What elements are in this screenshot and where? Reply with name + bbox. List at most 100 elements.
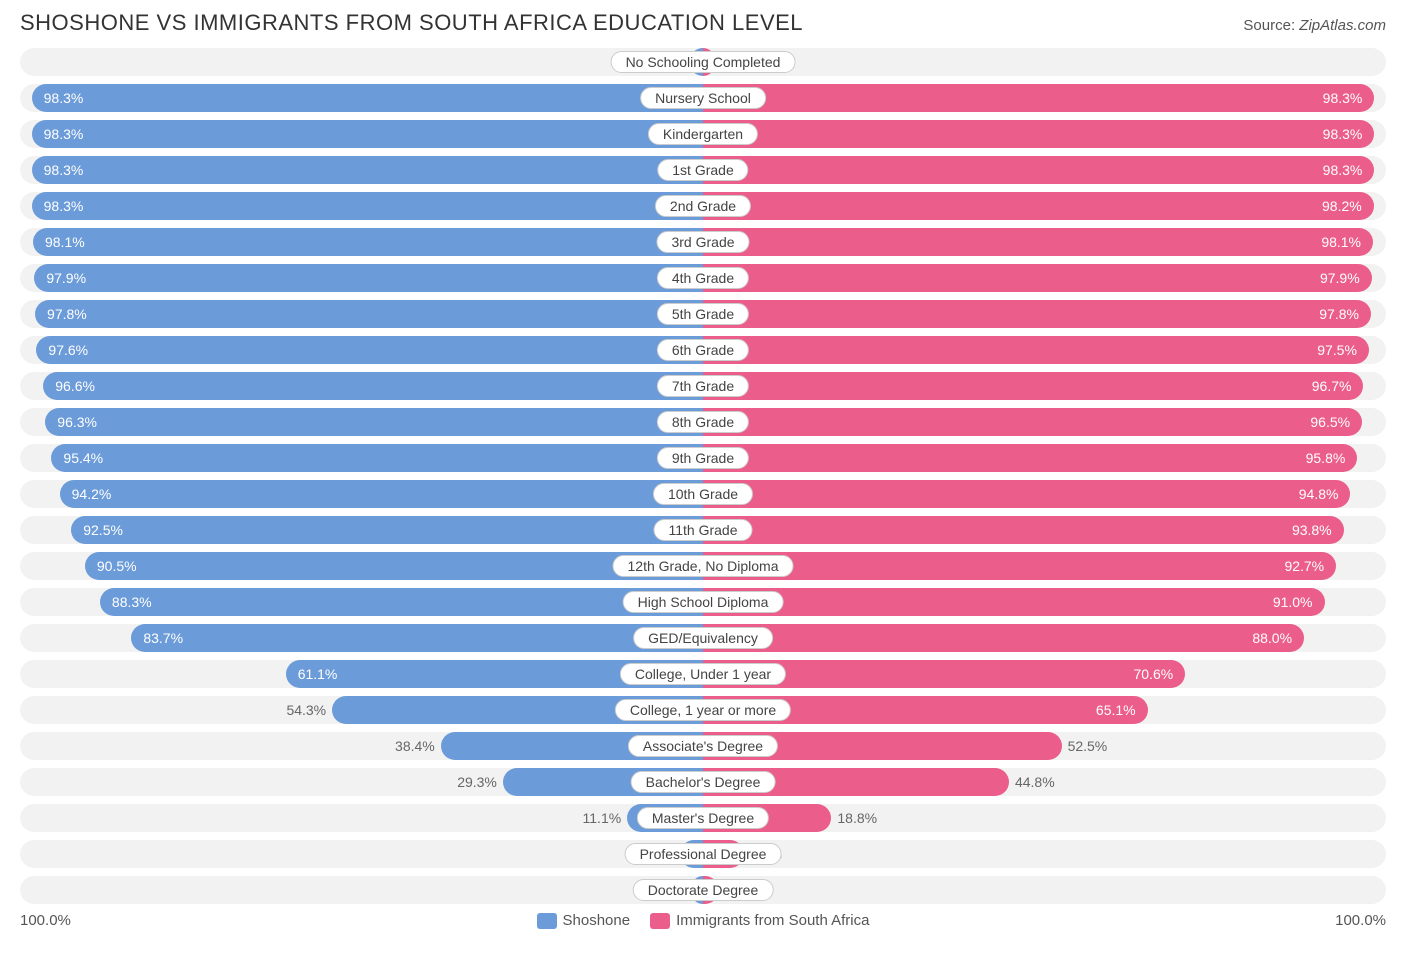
category-label: College, Under 1 year	[620, 663, 786, 685]
bar-right: 98.3%	[703, 120, 1374, 148]
category-label: 4th Grade	[657, 267, 749, 289]
bar-value-right: 98.3%	[1323, 162, 1363, 178]
bar-value-right: 91.0%	[1273, 594, 1313, 610]
bar-value-right: 98.3%	[1323, 126, 1363, 142]
bar-right: 97.5%	[703, 336, 1369, 364]
bar-value-right: 95.8%	[1306, 450, 1346, 466]
category-label: No Schooling Completed	[611, 51, 796, 73]
bar-left: 92.5%	[71, 516, 703, 544]
category-label: 9th Grade	[657, 447, 749, 469]
bar-value-left: 94.2%	[72, 486, 112, 502]
chart-row: 98.3% 98.3% 1st Grade	[20, 156, 1386, 184]
bar-left: 97.8%	[35, 300, 703, 328]
bar-right: 93.8%	[703, 516, 1344, 544]
bar-value-right: 88.0%	[1252, 630, 1292, 646]
category-label: Doctorate Degree	[633, 879, 774, 901]
bar-value-left: 83.7%	[143, 630, 183, 646]
chart-row: 90.5%92.7%12th Grade, No Diploma	[20, 552, 1386, 580]
bar-left: 96.6%	[43, 372, 703, 400]
bar-value-left: 97.6%	[48, 342, 88, 358]
bar-value-right: 98.2%	[1322, 198, 1362, 214]
bar-value-right: 92.7%	[1284, 558, 1324, 574]
bar-value-right: 98.1%	[1321, 234, 1361, 250]
chart-row: 98.3% 98.2% 2nd Grade	[20, 192, 1386, 220]
chart-row: 83.7% 88.0% GED/Equivalency	[20, 624, 1386, 652]
category-label: 5th Grade	[657, 303, 749, 325]
chart-row: 94.2% 94.8% 10th Grade	[20, 480, 1386, 508]
chart-row: 92.5% 93.8% 11th Grade	[20, 516, 1386, 544]
bar-left: 97.9%	[34, 264, 703, 292]
chart-row: 98.3% 98.3% Kindergarten	[20, 120, 1386, 148]
bar-value-right: 93.8%	[1292, 522, 1332, 538]
category-label: Associate's Degree	[628, 735, 778, 757]
chart-row: 61.1% 70.6% College, Under 1 year	[20, 660, 1386, 688]
bar-left: 98.3%	[32, 192, 703, 220]
category-label: 10th Grade	[653, 483, 753, 505]
bar-value-right: 96.5%	[1310, 414, 1350, 430]
bar-value-left: 29.3%	[457, 774, 497, 790]
category-label: Master's Degree	[637, 807, 769, 829]
bar-value-right: 96.7%	[1312, 378, 1352, 394]
bar-value-left: 61.1%	[298, 666, 338, 682]
bar-value-right: 98.3%	[1323, 90, 1363, 106]
bar-right: 95.8%	[703, 444, 1357, 472]
bar-value-left: 98.3%	[44, 162, 84, 178]
bar-left: 96.3%	[45, 408, 703, 436]
chart-row: 2.0%1.7%No Schooling Completed	[20, 48, 1386, 76]
bar-left: 90.5%	[85, 552, 703, 580]
bar-value-left: 11.1%	[583, 810, 622, 826]
bar-value-right: 65.1%	[1096, 702, 1136, 718]
category-label: 6th Grade	[657, 339, 749, 361]
bar-left: 94.2%	[60, 480, 703, 508]
chart-row: 98.1%98.1%3rd Grade	[20, 228, 1386, 256]
chart-row: 98.3%98.3%Nursery School	[20, 84, 1386, 112]
bar-value-right: 70.6%	[1133, 666, 1173, 682]
education-diverging-chart: 2.0%1.7%No Schooling Completed98.3%98.3%…	[20, 48, 1386, 904]
category-label: 8th Grade	[657, 411, 749, 433]
bar-left: 83.7%	[131, 624, 703, 652]
bar-value-left: 97.8%	[47, 306, 87, 322]
category-label: 2nd Grade	[655, 195, 751, 217]
legend-label-right: Immigrants from South Africa	[676, 912, 869, 929]
bar-value-left: 92.5%	[83, 522, 123, 538]
bar-value-left: 98.3%	[44, 126, 84, 142]
bar-right: 98.3%	[703, 84, 1374, 112]
chart-row: 96.3% 96.5% 8th Grade	[20, 408, 1386, 436]
bar-value-right: 97.8%	[1319, 306, 1359, 322]
category-label: Kindergarten	[648, 123, 758, 145]
category-label: 11th Grade	[653, 519, 752, 541]
bar-left: 98.1%	[33, 228, 703, 256]
bar-value-left: 38.4%	[395, 738, 435, 754]
bar-right: 97.9%	[703, 264, 1372, 292]
bar-right: 88.0%	[703, 624, 1304, 652]
legend-swatch-right	[650, 913, 670, 929]
legend-item-left: Shoshone	[537, 912, 631, 929]
legend-swatch-left	[537, 913, 557, 929]
chart-title: SHOSHONE VS IMMIGRANTS FROM SOUTH AFRICA…	[20, 10, 803, 36]
bar-value-left: 96.3%	[57, 414, 97, 430]
chart-row: 97.8% 97.8% 5th Grade	[20, 300, 1386, 328]
bar-left: 98.3%	[32, 120, 703, 148]
bar-right: 96.5%	[703, 408, 1362, 436]
category-label: 7th Grade	[657, 375, 749, 397]
bar-value-right: 52.5%	[1068, 738, 1108, 754]
category-label: High School Diploma	[623, 591, 784, 613]
category-label: 1st Grade	[657, 159, 748, 181]
bar-value-right: 94.8%	[1299, 486, 1339, 502]
axis-right-max: 100.0%	[1335, 912, 1386, 929]
bar-value-right: 44.8%	[1015, 774, 1055, 790]
bar-right: 94.8%	[703, 480, 1350, 508]
chart-row: 38.4% 52.5% Associate's Degree	[20, 732, 1386, 760]
chart-row: 29.3%44.8%Bachelor's Degree	[20, 768, 1386, 796]
bar-value-left: 98.1%	[45, 234, 85, 250]
bar-value-left: 97.9%	[46, 270, 86, 286]
chart-row: 3.3%6.0%Professional Degree	[20, 840, 1386, 868]
category-label: GED/Equivalency	[633, 627, 773, 649]
bar-value-right: 97.9%	[1320, 270, 1360, 286]
chart-row: 96.6% 96.7% 7th Grade	[20, 372, 1386, 400]
bar-value-left: 98.3%	[44, 90, 84, 106]
bar-right: 92.7%	[703, 552, 1336, 580]
chart-source: Source: ZipAtlas.com	[1243, 17, 1386, 34]
source-value: ZipAtlas.com	[1299, 17, 1386, 34]
bar-value-left: 90.5%	[97, 558, 137, 574]
